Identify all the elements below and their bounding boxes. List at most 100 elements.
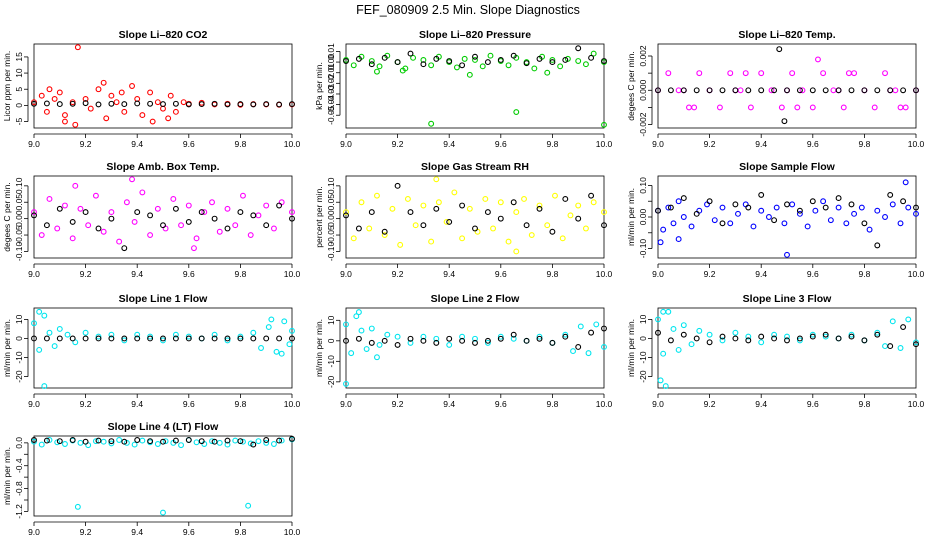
y-axis-label: ml/min per min. xyxy=(314,319,324,377)
data-point xyxy=(51,343,58,350)
data-point xyxy=(719,337,726,344)
data-point xyxy=(276,202,283,209)
y-tick-label: 0.10 xyxy=(638,177,648,194)
data-point xyxy=(809,198,816,205)
data-point xyxy=(123,199,130,206)
y-tick-label: -20 xyxy=(14,370,24,383)
x-tick-label: 9.2 xyxy=(704,139,716,149)
data-point xyxy=(827,217,834,224)
data-point xyxy=(160,335,166,342)
y-tick-label: -0.05 xyxy=(14,225,24,245)
data-point xyxy=(796,207,803,214)
data-point xyxy=(31,437,37,443)
data-point xyxy=(134,335,141,342)
data-point xyxy=(691,104,698,111)
data-point xyxy=(407,335,414,342)
data-point xyxy=(513,248,520,255)
data-point xyxy=(655,207,661,214)
x-tick-label: 9.4 xyxy=(131,399,143,409)
data-point xyxy=(732,329,739,336)
x-tick-label: 10.0 xyxy=(284,269,301,279)
data-point xyxy=(69,100,76,107)
x-tick-label: 9.8 xyxy=(546,269,558,279)
data-point xyxy=(861,337,868,344)
y-tick-label: 0.000 xyxy=(638,79,648,101)
data-point xyxy=(887,343,894,350)
data-point xyxy=(154,441,161,447)
data-point xyxy=(250,212,257,219)
data-point xyxy=(211,335,218,342)
data-point xyxy=(224,337,231,344)
data-point xyxy=(900,324,907,330)
data-point xyxy=(582,225,589,232)
data-point xyxy=(513,109,520,116)
data-point xyxy=(874,331,881,338)
data-point xyxy=(103,115,110,122)
y-tick-label: -20 xyxy=(326,375,336,388)
y-tick-label: -0.8 xyxy=(14,481,24,496)
data-point xyxy=(129,176,135,183)
series-selected xyxy=(655,46,919,125)
data-point xyxy=(268,316,275,323)
data-point xyxy=(510,331,517,338)
data-point xyxy=(484,337,491,344)
x-tick-label: 9.0 xyxy=(652,139,664,149)
data-point xyxy=(665,70,672,77)
x-tick-label: 9.6 xyxy=(807,399,819,409)
data-point xyxy=(407,209,414,216)
x-tick-label: 9.2 xyxy=(80,527,92,537)
data-point xyxy=(185,101,192,108)
data-point xyxy=(784,87,790,94)
data-point xyxy=(433,176,440,183)
x-tick-label: 9.4 xyxy=(131,269,143,279)
data-point xyxy=(466,71,473,78)
y-tick-label: -0.01 xyxy=(326,63,336,83)
data-point xyxy=(745,87,752,94)
panel-6: Slope Sample Flow 9.0 9.2 9.4 9.6 9.8 10.0 -0.1… xyxy=(626,161,925,279)
data-point xyxy=(160,438,166,445)
y-tick-label: 0.0 xyxy=(14,437,24,449)
data-point xyxy=(368,209,375,216)
data-point xyxy=(484,209,491,216)
data-point xyxy=(796,337,803,344)
data-point xyxy=(549,56,556,63)
x-tick-label: 9.6 xyxy=(495,269,507,279)
data-point xyxy=(874,329,881,336)
data-point xyxy=(198,101,205,108)
data-point xyxy=(784,337,790,344)
data-point xyxy=(255,438,262,445)
data-point xyxy=(453,64,460,71)
plot-frame xyxy=(33,43,293,129)
data-point xyxy=(675,236,682,243)
series-selected xyxy=(655,191,919,249)
data-point xyxy=(871,104,878,111)
series-all xyxy=(31,308,295,390)
data-point xyxy=(662,383,669,390)
data-point xyxy=(258,345,264,351)
data-point xyxy=(108,331,115,338)
data-point xyxy=(523,222,530,229)
data-point xyxy=(211,438,218,445)
data-point xyxy=(902,179,909,186)
data-point xyxy=(889,318,896,325)
data-point xyxy=(270,441,277,447)
data-point xyxy=(861,220,868,227)
data-point xyxy=(116,437,123,443)
y-tick-label: 0.10 xyxy=(14,177,24,194)
data-point xyxy=(675,346,682,353)
x-tick-label: 9.6 xyxy=(183,527,195,537)
y-axis-label: percent per min. xyxy=(314,186,324,247)
data-point xyxy=(147,89,154,96)
data-point xyxy=(211,100,218,107)
data-point xyxy=(693,87,700,94)
x-tick-label: 9.2 xyxy=(80,139,92,149)
data-point xyxy=(732,87,739,94)
data-point xyxy=(237,209,244,216)
data-point xyxy=(41,312,48,319)
data-point xyxy=(160,337,166,344)
data-point xyxy=(889,201,896,208)
data-point xyxy=(407,339,414,346)
data-point xyxy=(193,235,200,242)
data-point xyxy=(343,321,349,328)
data-point xyxy=(497,333,504,340)
